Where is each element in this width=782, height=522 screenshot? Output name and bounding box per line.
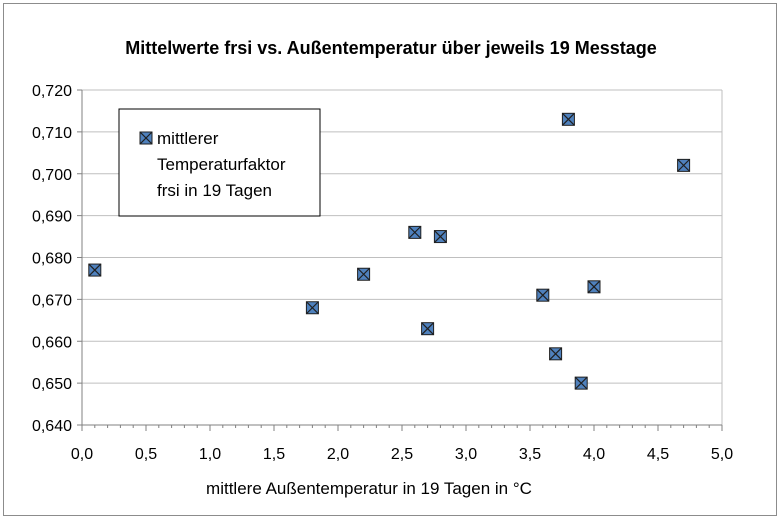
x-axis-label: mittlere Außentemperatur in 19 Tagen in … (206, 479, 532, 498)
data-point (408, 225, 422, 239)
legend-marker (139, 131, 153, 145)
y-tick-label: 0,670 (32, 292, 72, 309)
y-tick-label: 0,720 (32, 83, 72, 100)
y-tick-label: 0,650 (32, 376, 72, 393)
x-tick-label: 4,0 (583, 446, 605, 463)
data-point (677, 158, 691, 172)
legend: mittlerer Temperaturfaktor frsi in 19 Tage… (118, 108, 321, 217)
x-tick-label: 4,5 (647, 446, 669, 463)
x-tick-label: 2,0 (327, 446, 349, 463)
y-tick-label: 0,710 (32, 125, 72, 142)
y-tick-label: 0,660 (32, 334, 72, 351)
x-tick-label: 0,0 (71, 446, 93, 463)
x-tick-label: 0,5 (135, 446, 157, 463)
y-tick-label: 0,700 (32, 167, 72, 184)
legend-marker-symbol (139, 131, 153, 145)
legend-box (118, 108, 321, 217)
data-point (587, 280, 601, 294)
data-point (421, 322, 435, 336)
x-tick-label: 3,5 (519, 446, 541, 463)
tick-labels: 0,640 0,650 0,660 0,670 0,680 0,690 0,700 0,710… (32, 83, 733, 463)
y-tick-label: 0,680 (32, 251, 72, 268)
data-point (549, 347, 563, 361)
legend-label-line: Temperaturfaktor (157, 155, 286, 174)
data-point (433, 230, 447, 244)
axes (77, 89, 723, 431)
data-point (88, 263, 102, 277)
data-point (561, 112, 575, 126)
data-point (305, 301, 319, 315)
legend-label-line: frsi in 19 Tagen (157, 181, 272, 200)
x-tick-label: 1,0 (199, 446, 221, 463)
data-point (574, 376, 588, 390)
chart-title: Mittelwerte frsi vs. Außentemperatur übe… (125, 38, 657, 58)
y-tick-label: 0,690 (32, 209, 72, 226)
x-tick-label: 5,0 (711, 446, 733, 463)
data-point (536, 288, 550, 302)
y-tick-label: 0,640 (32, 418, 72, 435)
legend-label-line: mittlerer (157, 129, 219, 148)
data-point (357, 267, 371, 281)
legend-label: mittlerer Temperaturfaktor frsi in 19 Tage… (157, 129, 286, 200)
chart-frame (3, 3, 777, 516)
data-points (88, 112, 691, 390)
x-tick-label: 2,5 (391, 446, 413, 463)
x-tick-label: 3,0 (455, 446, 477, 463)
x-tick-label: 1,5 (263, 446, 285, 463)
